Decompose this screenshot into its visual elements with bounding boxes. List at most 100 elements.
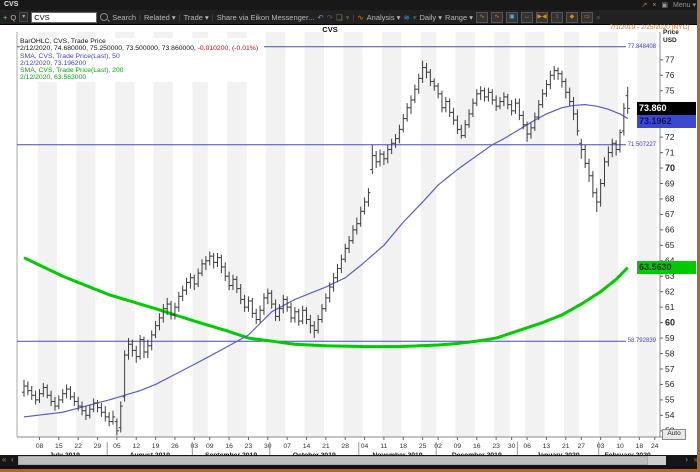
week-stripe [304,32,324,437]
folder-icon[interactable]: ❏ [335,12,343,22]
close-icon[interactable]: × [652,1,657,9]
window-icon[interactable]: ▣ [661,2,669,9]
scroll-far-right-icon[interactable]: » [693,455,698,464]
window-titlebar: CVS ↗ × ▣ Menu ▾ [0,0,700,10]
x-tick-label: 24 [651,443,659,450]
scroll-left-icon[interactable]: ‹ [11,455,14,464]
ohlc-bar [99,402,104,417]
ohlc-bar [238,283,243,305]
x-tick-label: 16 [225,443,233,450]
ohlc-bar [87,404,92,419]
symbol-dropdown-caret[interactable]: ▾ [19,12,29,22]
range-menu[interactable]: Range ▾ [445,12,473,22]
ohlc-bar [563,78,568,99]
ohlc-bar [397,124,402,144]
chart-type-caret[interactable]: ▾ [412,12,417,22]
ohlc-bar [610,138,615,158]
annotation-level-3: 58.792839 [627,338,656,345]
x-tick-label: 06 [523,443,531,450]
price-axis-title: Price USD [663,29,679,44]
ohlc-bar [257,305,263,323]
chart-panel[interactable]: 5354555657585960616263646566676869707172… [0,24,697,455]
ohlc-bar [60,389,65,403]
ohlc-bar [521,110,526,130]
annotate-chart-icon[interactable]: ∿ [490,11,503,23]
x-tick-label: 04 [361,443,369,450]
ohlc-bar [501,92,506,107]
ohlc-bar [211,253,216,269]
sma200-line [23,256,629,349]
ohlc-bar [466,109,472,128]
chart-legend: BarOHLC, CVS, Trade Price 2/12/2020, 74.… [20,38,265,82]
popout-icon[interactable]: ↗ [641,2,648,9]
x-tick-label: 16 [473,443,481,450]
y-tick-label: 55 [665,395,675,405]
x-tick-label: 26 [171,443,179,450]
time-zoom-icon[interactable]: ◆ [565,11,578,23]
search-button[interactable]: Search [112,12,137,22]
scroll-far-left-icon[interactable]: « [2,455,7,464]
ohlc-bar [308,314,313,334]
ohlc-bar [463,120,468,138]
h-expand-icon[interactable]: ↔ [520,11,533,23]
ohlc-bar [451,107,456,125]
chart-style-icon[interactable]: ∿ [475,11,488,23]
y-tick-label: 58 [665,348,675,358]
axis-auto-button[interactable]: Auto [662,429,686,440]
last-price-badge: 73.860 [637,101,696,115]
week-stripe [598,32,619,437]
ohlc-bar [126,338,131,360]
ohlc-bar [37,389,42,403]
ohlc-bar [497,96,503,110]
frame-icon[interactable]: ▣ [505,11,518,23]
scrollbar-track[interactable] [18,456,666,465]
select-region-icon[interactable]: ▭ [580,11,593,23]
y-tick-label: 62 [665,286,675,296]
x-tick-label: 23 [245,443,253,450]
ohlc-bar [91,398,96,413]
add-quote-icon[interactable]: + [3,12,8,22]
y-tick-label: 56 [665,379,675,389]
ohlc-bar [617,129,623,153]
ohlc-bar [335,263,340,283]
x-tick-label: 29 [94,443,102,450]
x-tick-label: 09 [454,443,462,450]
y-tick-label: 60 [665,317,675,327]
x-tick-label: 03 [597,443,605,450]
undo-icon[interactable]: ↶ [317,12,324,22]
ohlc-bar [482,87,487,102]
price-chart-canvas[interactable]: 5354555657585960616263646566676869707172… [0,25,697,455]
related-menu[interactable]: Related ▾ [143,12,176,22]
h-compress-icon[interactable]: ▶◀ [535,11,548,23]
more-tools-icon[interactable]: ≡ [595,12,601,22]
month-label: November 2019 [372,452,422,455]
scrollbar-thumb[interactable] [18,456,648,465]
share-eikon-button[interactable]: Share via Eikon Messenger... [216,12,315,22]
x-tick-label: 12 [132,443,140,450]
symbol-input[interactable] [31,11,98,23]
ohlc-bar [134,345,139,363]
week-stripe [37,32,57,437]
ohlc-bar [68,385,73,400]
scroll-right-icon[interactable]: › [685,455,688,464]
analysis-menu[interactable]: Analysis ▾ [366,12,401,22]
week-stripe [637,32,657,437]
redo-icon[interactable]: ↷ [326,12,333,22]
ohlc-bar [385,144,390,164]
ohlc-bar [370,144,375,175]
ohlc-bar [586,158,592,182]
ohlc-bar [196,268,201,288]
month-label: October 2019 [293,452,336,455]
chart-type-icon[interactable]: ≋ [403,12,410,22]
x-tick-label: 10 [616,443,624,450]
trade-menu[interactable]: Trade ▾ [183,12,209,22]
interval-menu[interactable]: Daily ▾ [419,12,443,22]
ohlc-bar [490,89,495,105]
x-tick-label: 30 [264,443,272,450]
x-tick-label: 08 [36,443,44,450]
folder-caret[interactable]: ▾ [345,12,350,22]
v-expand-icon[interactable]: ↕ [550,11,563,23]
menu-button[interactable]: Menu ▾ [673,2,696,9]
horizontal-scrollbar[interactable]: « ‹ › » [0,455,700,466]
ohlc-bar [41,382,46,397]
